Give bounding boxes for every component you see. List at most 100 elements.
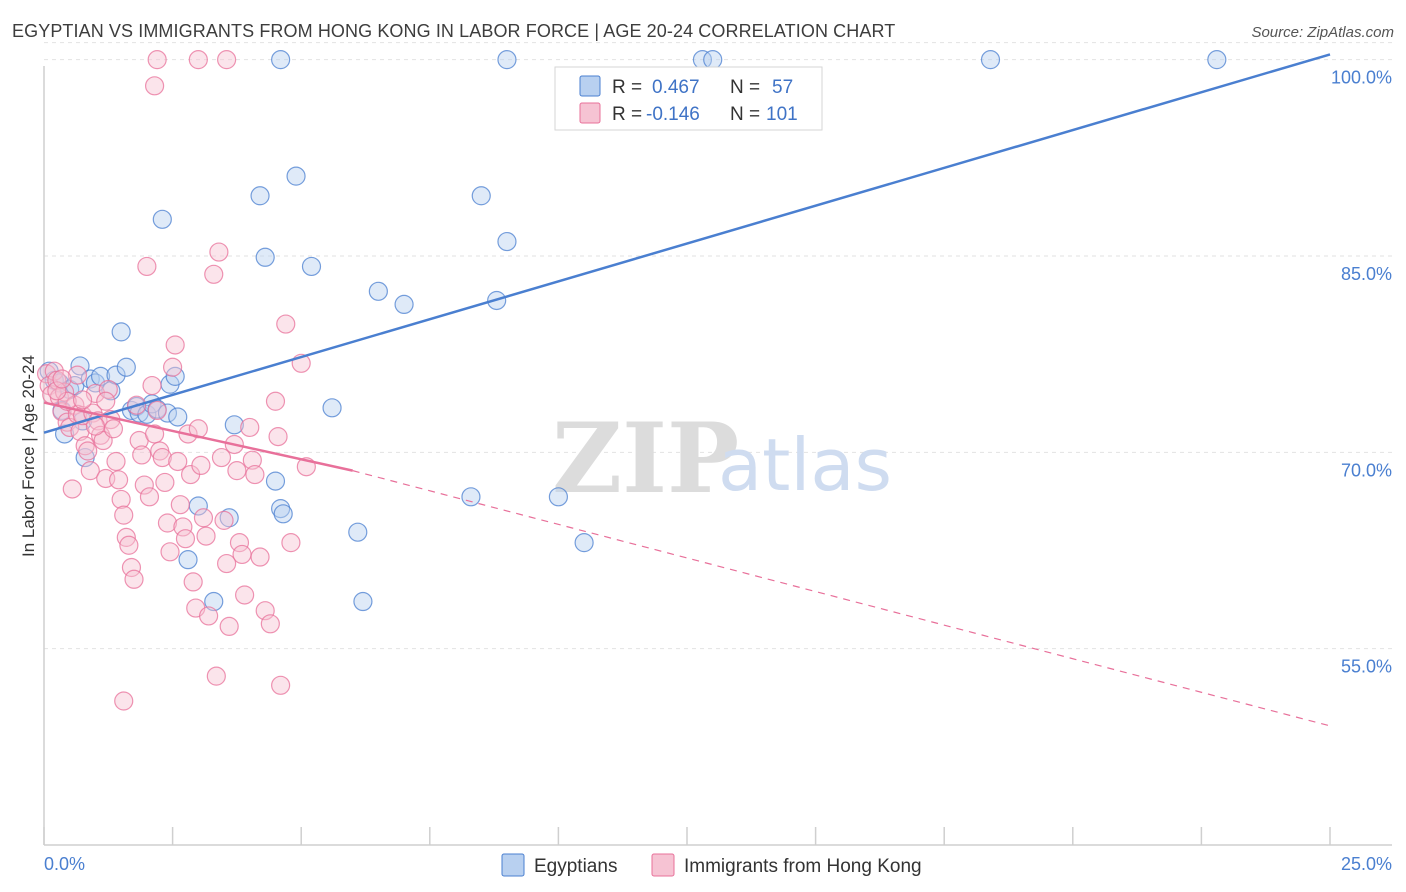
source-label: Source: ZipAtlas.com xyxy=(1251,24,1394,41)
egyptians-point xyxy=(204,591,224,612)
egyptians-point xyxy=(322,398,342,418)
hong-kong-point xyxy=(139,487,160,507)
legend-n-label-1: N = xyxy=(730,104,760,125)
egyptians-point xyxy=(168,407,188,427)
hong-kong-point xyxy=(36,364,57,384)
hong-kong-point xyxy=(250,547,270,567)
hong-kong-point xyxy=(206,666,226,686)
hong-kong-point xyxy=(134,475,154,495)
egyptians-point xyxy=(250,186,270,206)
hong-kong-point xyxy=(160,542,180,562)
hong-kong-point xyxy=(114,505,134,525)
hong-kong-point xyxy=(165,335,185,355)
hong-kong-point xyxy=(111,489,131,510)
hong-kong-point xyxy=(268,427,288,447)
bottom-legend-hong-kong: Immigrants from Hong Kong xyxy=(684,856,922,877)
hong-kong-point xyxy=(163,357,183,377)
hong-kong-point xyxy=(152,447,172,468)
egyptians-point xyxy=(471,186,491,206)
egyptians-point xyxy=(116,357,136,377)
egyptians-point xyxy=(219,508,239,528)
hong-kong-point xyxy=(106,451,126,472)
y-tick-label-100: 100.0% xyxy=(1331,68,1392,88)
x-axis-ticks xyxy=(43,827,1331,845)
egyptians-point xyxy=(394,294,414,315)
hong-kong-point xyxy=(147,50,167,70)
legend-n-label-0: N = xyxy=(730,77,760,98)
hong-kong-point xyxy=(281,533,301,553)
hong-kong-point xyxy=(103,419,124,439)
trend-lines xyxy=(43,53,1331,727)
watermark-zip: ZIP xyxy=(552,402,739,515)
egyptians-point xyxy=(224,415,244,435)
watermark-atlas: atlas xyxy=(718,423,892,507)
hong-kong-point xyxy=(67,365,88,385)
egyptians-point xyxy=(271,50,291,70)
hong-kong-point xyxy=(121,557,142,578)
hong-kong-point xyxy=(114,691,134,711)
hong-kong-point xyxy=(168,451,188,472)
egyptians-trend-line xyxy=(43,53,1331,434)
legend-r-value-0: 0.467 xyxy=(652,77,700,98)
hong-kong-point xyxy=(188,50,208,70)
hong-kong-point xyxy=(229,533,250,553)
egyptians-point xyxy=(461,487,481,507)
hong-kong-point xyxy=(62,479,82,499)
egyptians-point xyxy=(271,499,291,519)
hong-kong-point xyxy=(108,470,129,490)
hong-kong-point xyxy=(260,614,280,634)
x-tick-label-min: 0.0% xyxy=(44,854,85,874)
egyptians-point xyxy=(286,166,306,186)
egyptians-point xyxy=(265,471,286,491)
egyptians-point xyxy=(548,487,569,507)
hong-kong-point xyxy=(75,436,95,456)
bottom-legend-swatch-hong-kong xyxy=(651,853,675,877)
hong-kong-point xyxy=(191,455,211,476)
bottom-legend-egyptians: Egyptians xyxy=(534,856,617,877)
hong-kong-point xyxy=(271,675,291,695)
egyptians-point xyxy=(497,231,517,252)
egyptians-point xyxy=(497,50,517,70)
hong-kong-point xyxy=(119,535,139,555)
chart-title: EGYPTIAN VS IMMIGRANTS FROM HONG KONG IN… xyxy=(12,21,896,41)
legend-n-value-1: 101 xyxy=(766,104,798,125)
bottom-legend: Egyptians Immigrants from Hong Kong xyxy=(501,853,922,877)
hong-kong-point xyxy=(265,391,286,411)
legend-r-label-1: R = xyxy=(612,104,642,125)
hong-kong-point xyxy=(227,461,247,481)
hong-kong-point xyxy=(217,553,237,574)
hong-kong-point xyxy=(196,526,216,546)
hong-kong-point xyxy=(175,529,196,549)
legend-r-label-0: R = xyxy=(612,77,642,98)
hong-kong-point xyxy=(219,616,239,637)
hong-kong-point xyxy=(132,445,152,465)
y-tick-label-55: 55.0% xyxy=(1341,657,1392,677)
x-tick-label-max: 25.0% xyxy=(1341,854,1392,874)
egyptians-point xyxy=(178,550,198,570)
hong-kong-point xyxy=(47,381,67,401)
egyptians-point xyxy=(353,591,373,612)
hong-kong-point xyxy=(214,510,234,530)
hong-kong-point xyxy=(52,369,72,389)
bottom-legend-swatch-egyptians xyxy=(501,853,525,877)
hong-kong-point xyxy=(116,527,136,547)
egyptians-point xyxy=(301,256,322,277)
legend-r-value-1: -0.146 xyxy=(646,104,700,125)
hong-kong-point xyxy=(199,606,219,626)
hong-kong-point xyxy=(157,513,178,533)
egyptians-point xyxy=(54,424,75,444)
egyptians-point xyxy=(980,50,1001,70)
hong-kong-trend-extension xyxy=(352,470,1331,727)
hong-kong-point xyxy=(147,400,167,421)
egyptians-point xyxy=(273,504,293,524)
legend-swatch-hong-kong xyxy=(579,102,601,124)
hong-kong-point xyxy=(276,314,296,334)
hong-kong-point xyxy=(78,441,98,461)
legend-n-value-0: 57 xyxy=(772,77,793,98)
y-tick-label-70: 70.0% xyxy=(1341,460,1392,480)
egyptians-point xyxy=(255,247,275,267)
egyptians-point xyxy=(1207,50,1227,70)
hong-kong-point xyxy=(183,572,203,592)
hong-kong-point xyxy=(96,391,116,411)
